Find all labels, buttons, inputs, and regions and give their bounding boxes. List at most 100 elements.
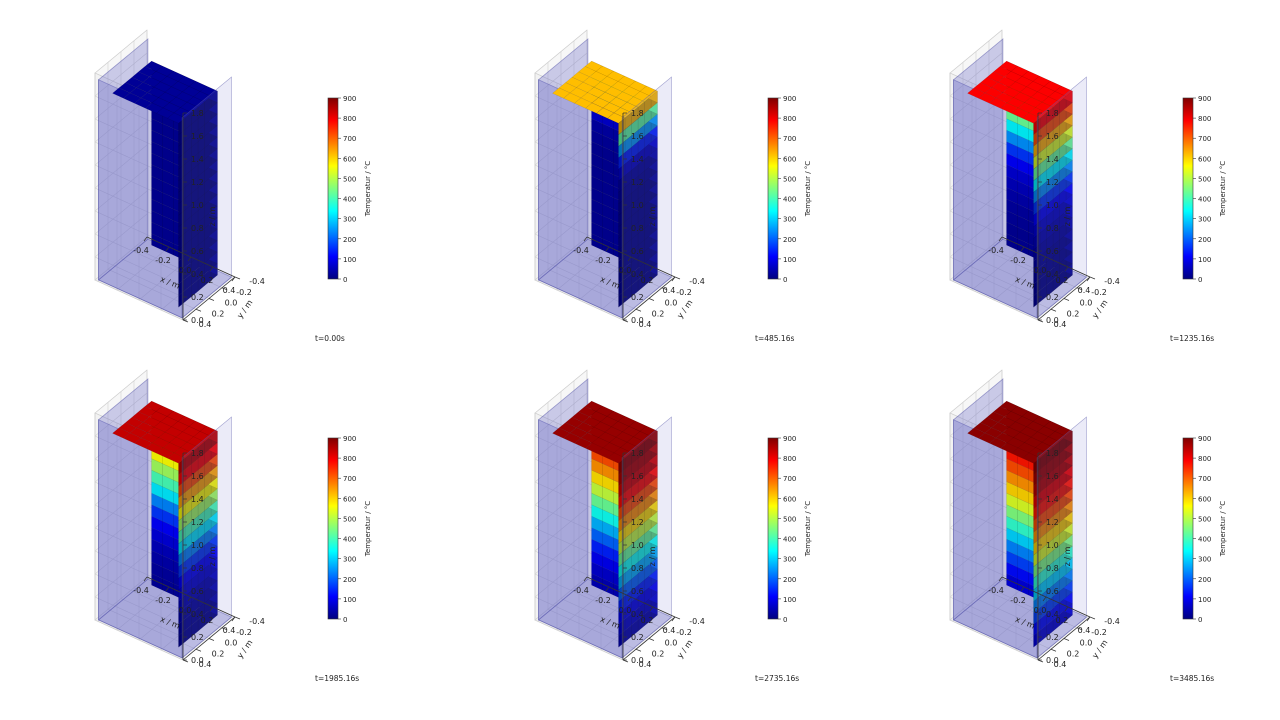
z-tick-label: 0.4 — [191, 610, 204, 619]
colorbar — [767, 97, 779, 280]
x-tick-label: 0.4 — [663, 286, 676, 295]
panel-6: -0.4-0.20.00.20.4-0.4-0.20.00.20.40.00.2… — [949, 369, 1227, 683]
y-tick-label: 0.0 — [665, 639, 678, 648]
x-tick-label: -0.4 — [573, 246, 589, 255]
z-tick-label: 0.0 — [1046, 656, 1059, 665]
y-tick-label: 0.2 — [652, 309, 665, 318]
x-tick-mark — [649, 266, 654, 272]
grid-line-y — [94, 73, 184, 321]
colorbar-tick-label: 300 — [343, 556, 356, 564]
colorbar-tick-label: 0 — [783, 276, 787, 284]
z-tick-label: 0.2 — [1046, 293, 1059, 302]
x-tick-label: -0.4 — [133, 246, 149, 255]
grid-line-y — [534, 73, 624, 321]
x-tick-mark — [671, 276, 676, 282]
time-label: t=3485.16s — [1170, 674, 1214, 683]
z-axis-label: z / m — [648, 206, 657, 226]
x-tick-label: -0.2 — [1010, 256, 1026, 265]
z-tick-label: 0.0 — [631, 656, 644, 665]
z-tick-label: 1.6 — [631, 472, 644, 481]
colorbar-tick-label: 900 — [1198, 435, 1211, 443]
z-tick-label: 1.4 — [191, 155, 204, 164]
z-tick-label: 0.4 — [1046, 270, 1059, 279]
z-tick-label: 0.6 — [631, 247, 644, 256]
x-tick-mark — [143, 236, 148, 242]
y-axis-label: y / m — [1090, 298, 1109, 320]
z-tick-label: 0.0 — [191, 656, 204, 665]
panel-4: -0.4-0.20.00.20.4-0.4-0.20.00.20.40.00.2… — [94, 369, 372, 683]
time-label: t=0.00s — [315, 334, 345, 343]
x-tick-label: 0.2 — [641, 276, 654, 285]
x-tick-label: 0.0 — [619, 266, 632, 275]
colorbar-tick-label: 0 — [783, 616, 787, 624]
y-tick-label: 0.4 — [199, 320, 212, 329]
z-tick-label: 1.8 — [1046, 109, 1059, 118]
y-tick-label: -0.2 — [1091, 628, 1107, 637]
z-axis-label: z / m — [1063, 206, 1072, 226]
colorbar-tick-label: 500 — [783, 515, 796, 523]
cell-top — [167, 452, 186, 464]
y-tick-label: 0.0 — [225, 639, 238, 648]
grid-line-y — [107, 402, 197, 650]
x-tick-mark — [627, 256, 632, 262]
colorbar-tick-label: 800 — [343, 455, 356, 463]
insulation-right — [1036, 76, 1087, 319]
x-tick-label: 0.2 — [1056, 276, 1069, 285]
grid-line-y — [547, 62, 637, 310]
colorbar-tick-label: 200 — [1198, 236, 1211, 244]
colorbar-tick-label: 500 — [1198, 515, 1211, 523]
x-tick-label: 0.4 — [663, 626, 676, 635]
colorbar-tick-label: 900 — [1198, 95, 1211, 103]
x-tick-label: 0.2 — [201, 616, 214, 625]
grid-line-y — [107, 62, 197, 310]
z-axis-label: z / m — [1063, 546, 1072, 566]
grid-line-y — [534, 413, 624, 661]
grid-line-y — [547, 402, 637, 650]
panel-1: -0.4-0.20.00.20.4-0.4-0.20.00.20.40.00.2… — [94, 29, 372, 343]
colorbar-tick-label: 400 — [1198, 536, 1211, 544]
x-tick-label: 0.0 — [179, 266, 192, 275]
colorbar-tick-label: 700 — [343, 475, 356, 483]
z-tick-label: 1.4 — [1046, 495, 1059, 504]
z-tick-label: 0.8 — [631, 224, 644, 233]
x-tick-label: -0.4 — [133, 586, 149, 595]
colorbar-tick-label: 800 — [783, 455, 796, 463]
colorbar-tick-label: 500 — [343, 515, 356, 523]
colorbar-label: Temperatur / °C — [1219, 161, 1227, 217]
z-tick-label: 1.2 — [1046, 178, 1059, 187]
colorbar-tick-label: 100 — [343, 596, 356, 604]
z-tick-label: 1.2 — [191, 518, 204, 527]
x-tick-label: -0.4 — [573, 586, 589, 595]
y-tick-label: 0.2 — [1067, 649, 1080, 658]
time-label: t=485.16s — [755, 334, 794, 343]
insulation-right — [181, 416, 232, 659]
colorbar-tick-label: 800 — [1198, 115, 1211, 123]
y-tick-mark — [661, 287, 668, 291]
x-tick-mark — [165, 586, 170, 592]
colorbar-tick-label: 600 — [343, 155, 356, 163]
z-tick-label: 0.6 — [191, 247, 204, 256]
y-tick-label: -0.4 — [249, 277, 265, 286]
insulation-right — [621, 416, 672, 659]
x-tick-mark — [649, 606, 654, 612]
colorbar-tick-label: 100 — [1198, 596, 1211, 604]
colorbar-label: Temperatur / °C — [364, 501, 372, 557]
colorbar-tick-label: 700 — [343, 135, 356, 143]
x-tick-label: -0.4 — [988, 586, 1004, 595]
colorbar-tick-label: 200 — [783, 576, 796, 584]
cell-top — [607, 452, 626, 464]
colorbar-tick-label: 200 — [343, 576, 356, 584]
z-tick-label: 1.6 — [1046, 132, 1059, 141]
colorbar-tick-label: 0 — [1198, 616, 1202, 624]
y-axis-label: y / m — [235, 638, 254, 660]
z-tick-label: 0.4 — [191, 270, 204, 279]
panel-3: -0.4-0.20.00.20.4-0.4-0.20.00.20.40.00.2… — [949, 29, 1227, 343]
z-tick-label: 0.0 — [1046, 316, 1059, 325]
colorbar-tick-label: 600 — [783, 495, 796, 503]
y-tick-label: -0.4 — [689, 617, 705, 626]
cell-top — [167, 112, 186, 124]
colorbar-tick-label: 200 — [1198, 576, 1211, 584]
cell-top — [1022, 112, 1041, 124]
time-label: t=1235.16s — [1170, 334, 1214, 343]
